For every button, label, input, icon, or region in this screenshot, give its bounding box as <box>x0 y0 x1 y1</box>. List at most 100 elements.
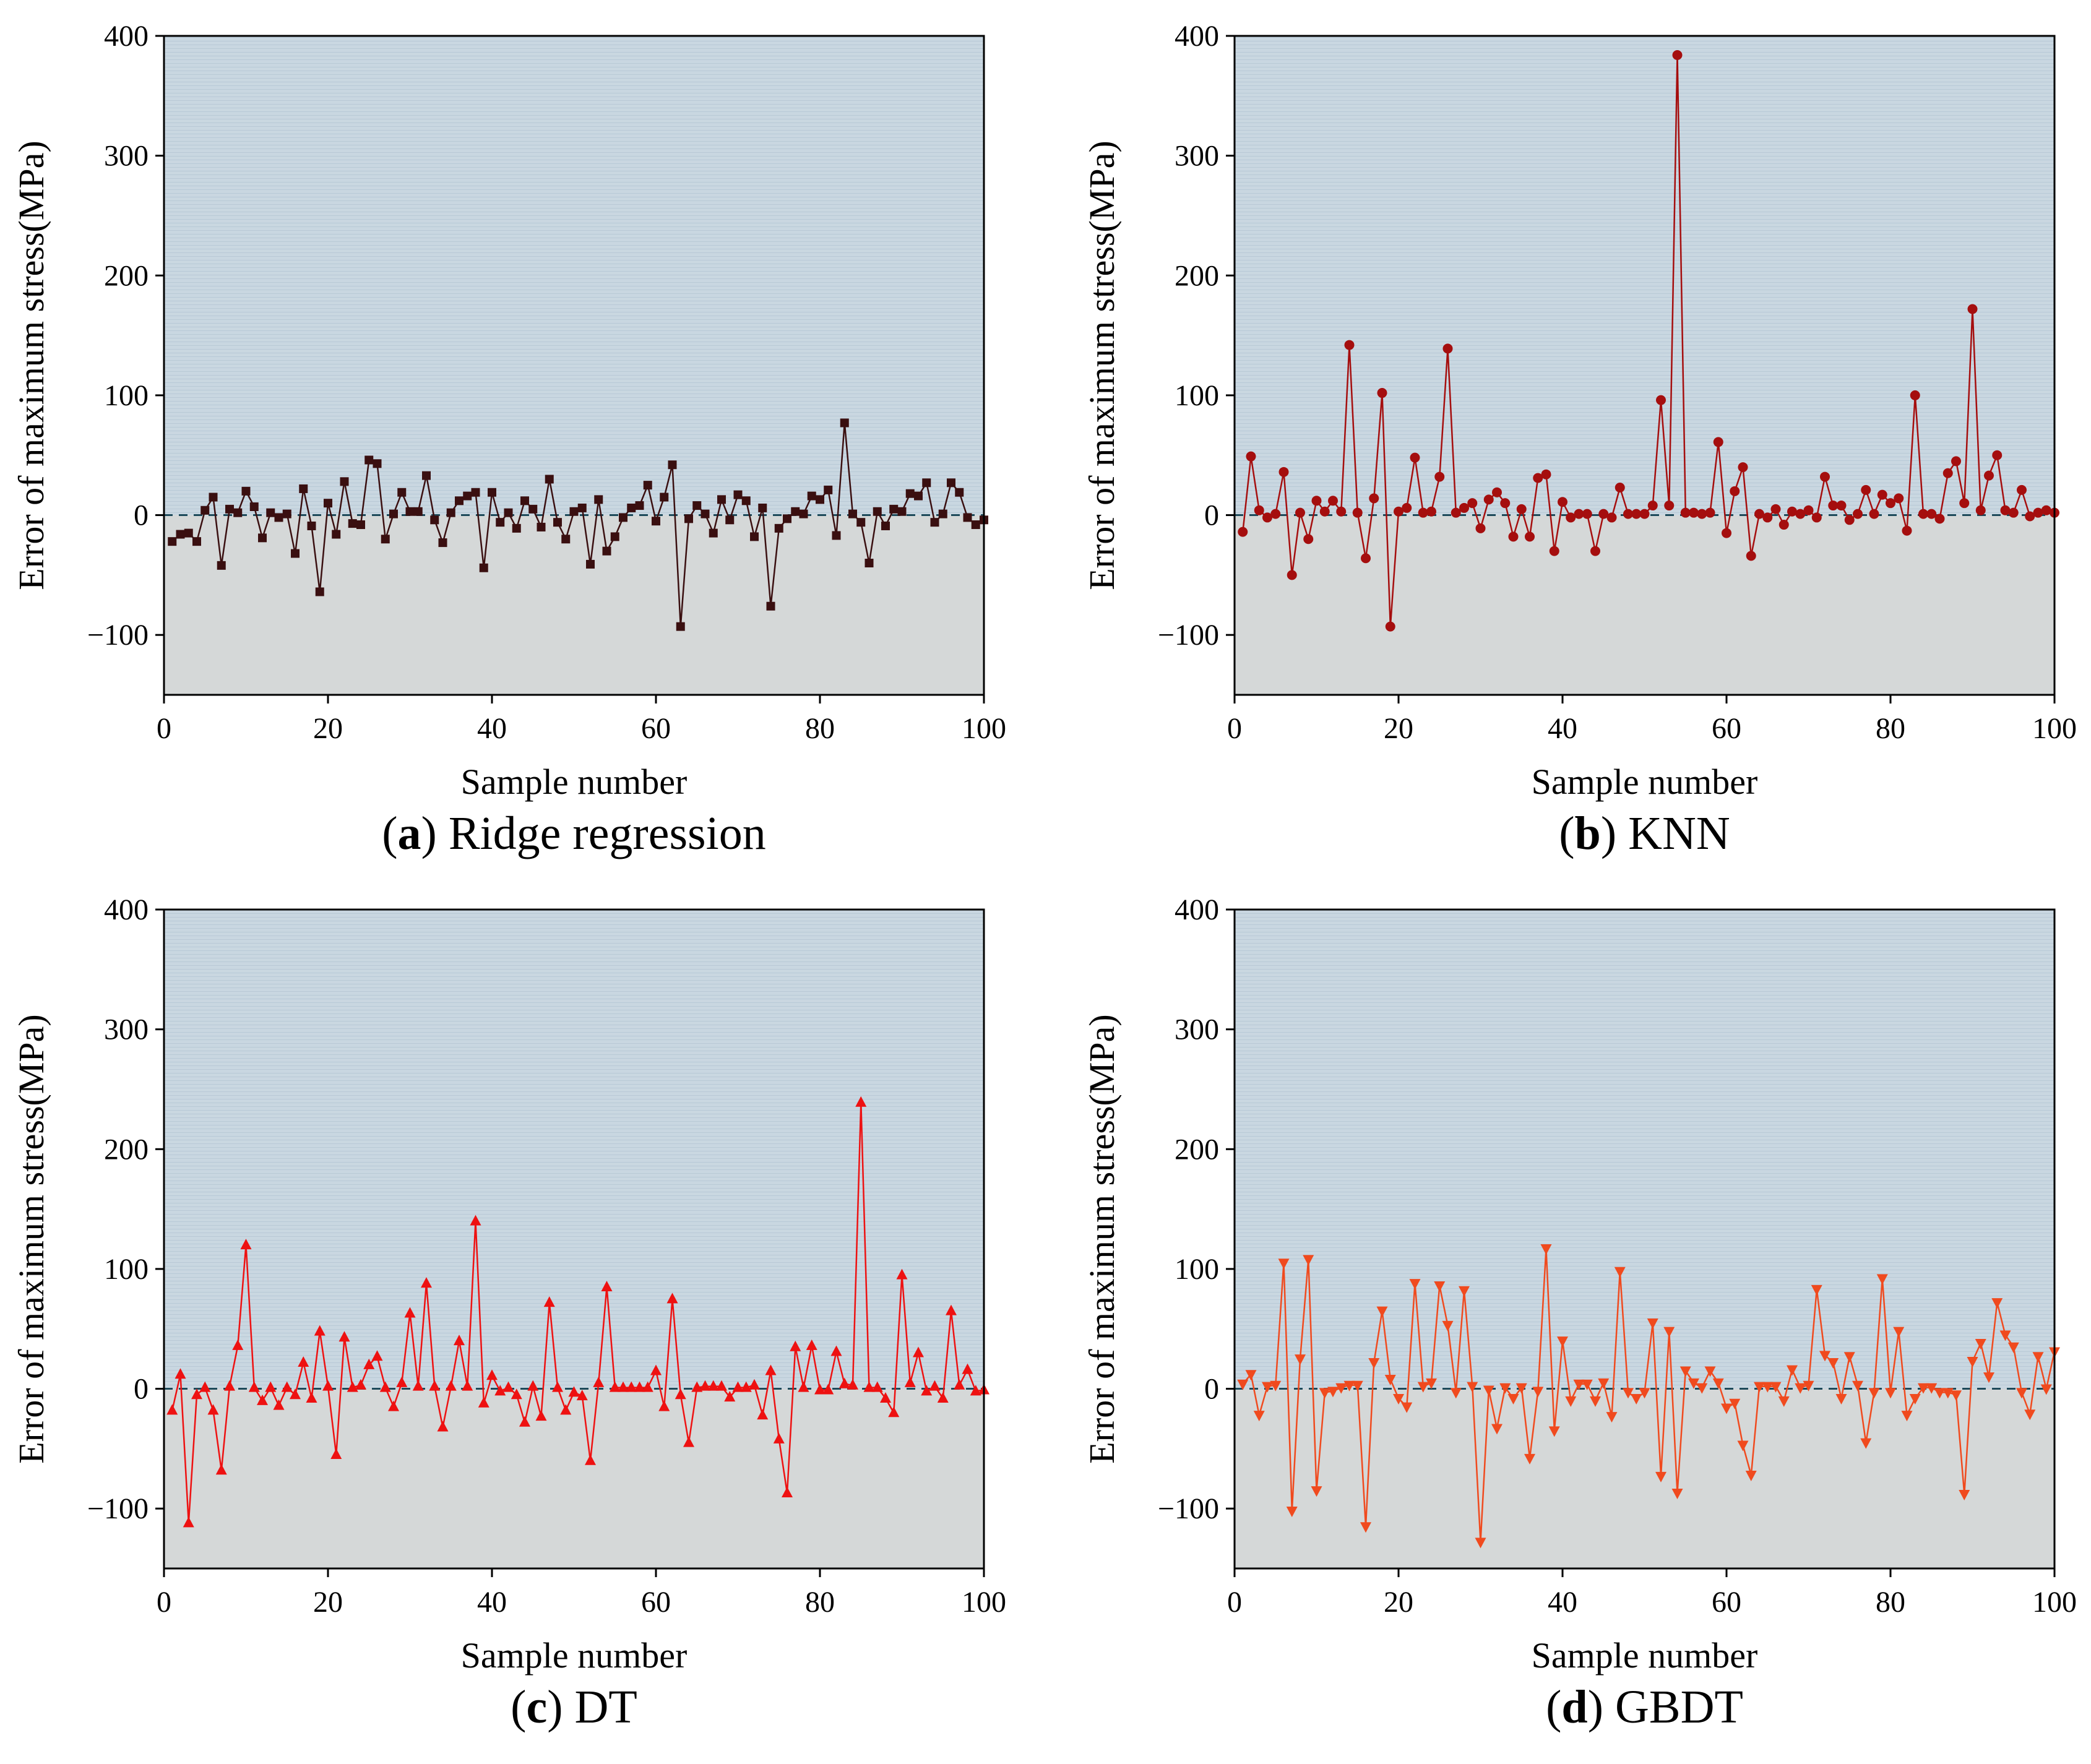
y-tick-label: 100 <box>104 1253 149 1286</box>
data-point <box>314 1325 326 1336</box>
data-point <box>512 523 521 533</box>
data-point <box>1270 1380 1282 1392</box>
data-point <box>1918 1383 1929 1394</box>
data-point <box>1803 1380 1814 1392</box>
data-point <box>1483 494 1494 505</box>
data-point <box>1401 1402 1413 1413</box>
data-point <box>930 518 939 527</box>
data-point <box>889 504 899 514</box>
y-tick-label: 200 <box>104 1133 149 1166</box>
data-point <box>1286 1507 1298 1518</box>
data-point <box>1983 1372 1994 1383</box>
data-point <box>816 495 824 504</box>
x-tick-label: 100 <box>962 712 1006 745</box>
data-point <box>224 1380 235 1391</box>
x-tick-label: 20 <box>1384 712 1413 745</box>
data-point <box>618 1381 629 1392</box>
data-point <box>1967 304 1978 314</box>
data-point <box>1712 1378 1724 1389</box>
data-point <box>471 488 480 497</box>
data-point <box>175 1368 186 1379</box>
y-tick-label: 0 <box>134 499 149 532</box>
data-point <box>470 1215 481 1226</box>
data-point <box>749 1379 760 1390</box>
data-point <box>610 532 619 541</box>
data-point <box>528 504 538 514</box>
data-point <box>896 1268 908 1280</box>
x-tick-label: 20 <box>313 1586 343 1619</box>
data-point <box>1582 509 1592 519</box>
y-tick-label: 400 <box>104 893 149 926</box>
data-point <box>543 1296 555 1307</box>
data-point <box>1417 1382 1429 1393</box>
data-point <box>783 514 791 523</box>
data-point <box>1951 1390 1962 1401</box>
data-point <box>1451 507 1461 518</box>
data-point <box>913 1346 924 1357</box>
data-point <box>568 1386 580 1397</box>
data-point <box>455 496 463 506</box>
y-tick-label: 0 <box>134 1373 149 1406</box>
data-point <box>2000 505 2011 515</box>
data-point <box>1877 489 1887 500</box>
data-point <box>601 1280 613 1291</box>
data-point <box>1319 506 1330 517</box>
data-point <box>1507 1394 1519 1405</box>
x-tick-label: 40 <box>1548 1586 1577 1619</box>
data-point <box>1754 509 1764 519</box>
y-tick-label: 0 <box>1204 1373 1219 1406</box>
data-point <box>1508 531 1519 542</box>
data-point <box>897 507 907 516</box>
data-point <box>692 501 702 510</box>
data-point <box>1836 501 1847 511</box>
data-point <box>1606 1412 1618 1423</box>
data-point <box>1910 390 1920 400</box>
data-point <box>1426 1378 1437 1389</box>
x-tick-label: 100 <box>2032 1586 2077 1619</box>
data-point <box>1442 343 1453 354</box>
negative-region <box>164 1388 984 1568</box>
data-point <box>1992 450 2003 460</box>
data-point <box>1623 1388 1634 1399</box>
data-point <box>2017 484 2027 495</box>
data-point <box>1745 1470 1757 1481</box>
data-point <box>355 1379 366 1390</box>
data-point <box>404 1307 416 1318</box>
data-point <box>1672 49 1683 60</box>
data-point <box>1515 1383 1527 1394</box>
data-point <box>1656 395 1666 405</box>
data-point <box>437 1421 449 1432</box>
data-point <box>1762 512 1773 523</box>
data-point <box>1262 1382 1273 1393</box>
data-point <box>848 509 857 518</box>
x-axis-title: Sample number <box>1532 762 1758 802</box>
data-point <box>1886 498 1895 509</box>
data-point <box>1623 509 1633 519</box>
data-point <box>1581 1379 1593 1390</box>
data-point <box>1525 531 1535 542</box>
data-point <box>405 507 415 516</box>
data-point <box>716 1380 727 1391</box>
data-point <box>561 535 571 544</box>
data-point <box>864 559 874 567</box>
positive-region <box>1235 910 2054 1389</box>
data-point <box>1631 1394 1642 1405</box>
data-point <box>643 481 652 490</box>
x-tick-label: 60 <box>641 1586 671 1619</box>
data-point <box>1295 507 1305 518</box>
data-point <box>1737 1440 1749 1452</box>
x-tick-label: 0 <box>157 712 171 745</box>
data-point <box>2016 1388 2027 1399</box>
data-point <box>725 515 735 525</box>
data-point <box>340 477 349 486</box>
data-point <box>814 1383 826 1395</box>
data-point <box>330 1448 342 1460</box>
data-point <box>1393 1394 1404 1405</box>
data-point <box>1778 1396 1790 1407</box>
data-point <box>1820 471 1830 482</box>
data-point <box>790 1340 801 1351</box>
data-point <box>1811 1284 1822 1296</box>
data-point <box>634 1381 645 1392</box>
data-point <box>1614 1267 1626 1278</box>
data-point <box>847 1379 858 1390</box>
